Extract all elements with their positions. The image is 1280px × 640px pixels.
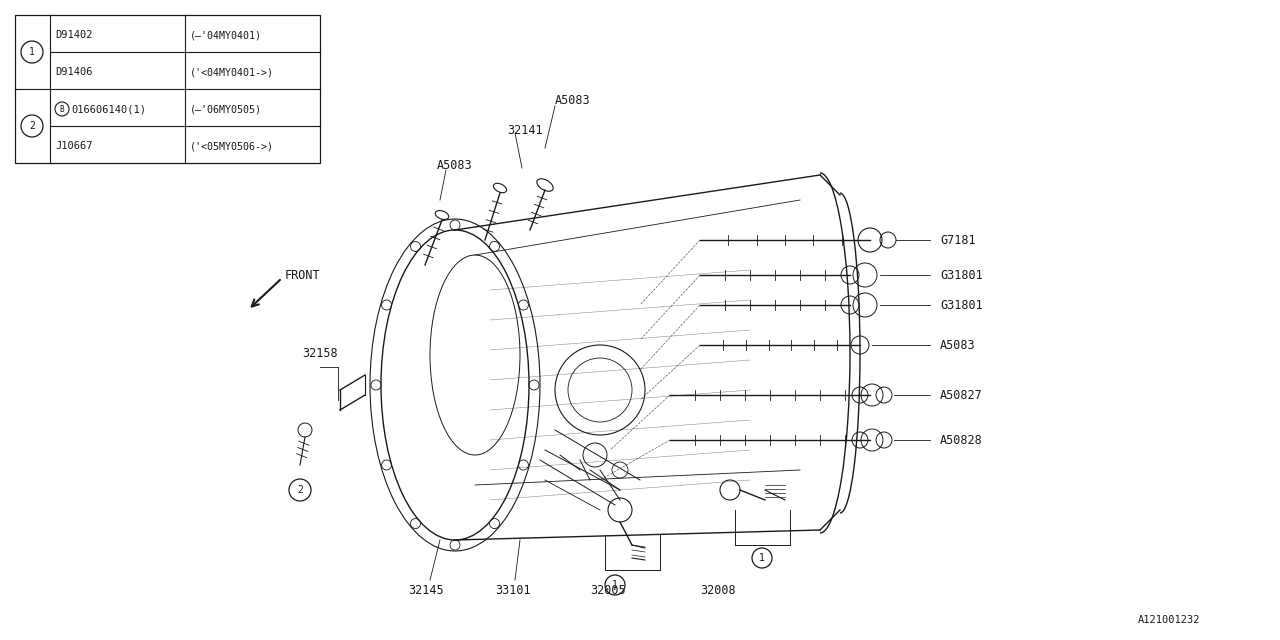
Text: A121001232: A121001232 — [1138, 615, 1201, 625]
Text: 33101: 33101 — [495, 584, 531, 596]
Text: 2: 2 — [297, 485, 303, 495]
Text: (–'06MY0505): (–'06MY0505) — [189, 104, 262, 114]
Text: D91402: D91402 — [55, 30, 92, 40]
Text: G31801: G31801 — [940, 269, 983, 282]
Bar — [15, 15, 320, 163]
Text: D91406: D91406 — [55, 67, 92, 77]
Text: ('<05MY0506->): ('<05MY0506->) — [189, 141, 274, 151]
Text: 016606140(1): 016606140(1) — [70, 104, 146, 114]
Text: A5083: A5083 — [556, 93, 590, 106]
Text: 32145: 32145 — [408, 584, 444, 596]
Text: A5083: A5083 — [436, 159, 472, 172]
Text: 32008: 32008 — [700, 584, 736, 596]
Text: 32141: 32141 — [507, 124, 543, 136]
Text: J10667: J10667 — [55, 141, 92, 151]
Text: (–'04MY0401): (–'04MY0401) — [189, 30, 262, 40]
Text: 32158: 32158 — [302, 346, 338, 360]
Text: B: B — [60, 104, 64, 113]
Text: 1: 1 — [759, 553, 765, 563]
Text: G7181: G7181 — [940, 234, 975, 246]
Text: FRONT: FRONT — [285, 269, 320, 282]
Text: A50828: A50828 — [940, 433, 983, 447]
Text: 32005: 32005 — [590, 584, 626, 596]
Text: A50827: A50827 — [940, 388, 983, 401]
Text: G31801: G31801 — [940, 298, 983, 312]
Text: ('<04MY0401->): ('<04MY0401->) — [189, 67, 274, 77]
Text: 1: 1 — [612, 580, 618, 590]
Text: A5083: A5083 — [940, 339, 975, 351]
Text: 2: 2 — [29, 121, 35, 131]
Text: 1: 1 — [29, 47, 35, 57]
